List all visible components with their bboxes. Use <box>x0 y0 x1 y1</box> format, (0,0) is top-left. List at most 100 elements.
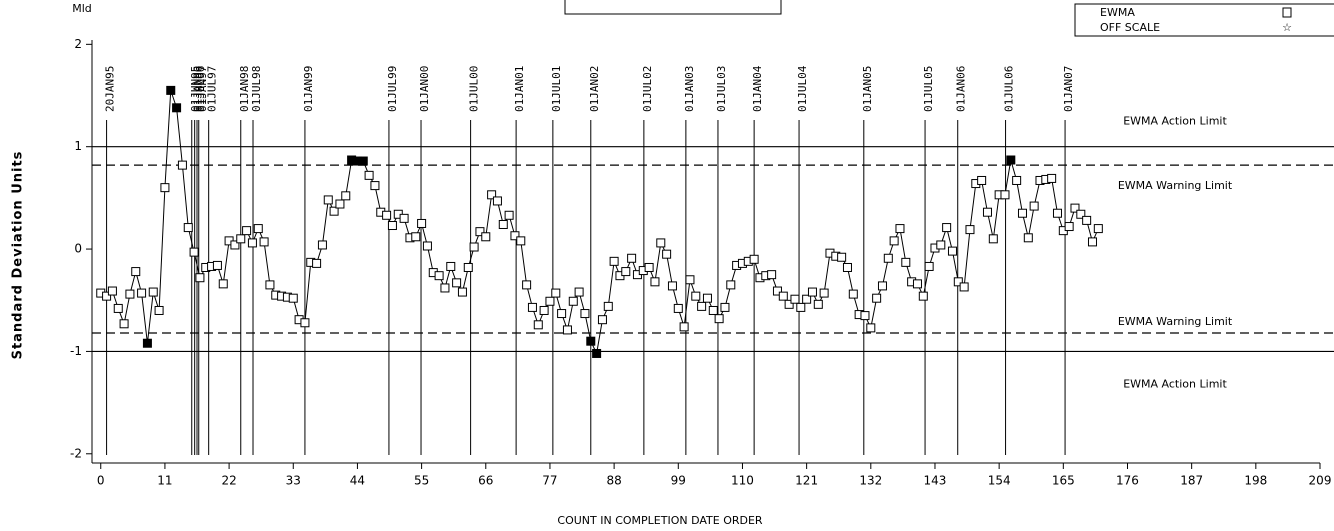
ewma-point <box>819 288 829 298</box>
x-tick-label: 77 <box>542 474 557 488</box>
legend-label: EWMA <box>1100 6 1135 19</box>
ewma-point <box>107 286 117 296</box>
ewma-point <box>1006 155 1016 165</box>
ewma-point <box>469 242 479 252</box>
ewma-point <box>667 281 677 291</box>
ewma-point <box>434 271 444 281</box>
ewma-point <box>195 273 205 283</box>
date-label: 01JUL98 <box>250 66 263 112</box>
ewma-point <box>172 103 182 113</box>
ewma-point <box>1076 209 1086 219</box>
ewma-point <box>312 258 322 268</box>
x-tick-label: 143 <box>924 474 947 488</box>
ewma-point <box>411 232 421 242</box>
ewma-point <box>492 196 502 206</box>
ewma-point <box>977 175 987 185</box>
ewma-point <box>516 236 526 246</box>
ewma-point <box>417 218 427 228</box>
ewma-point <box>317 240 327 250</box>
y-tick-label: -2 <box>70 446 82 460</box>
ewma-point <box>807 287 817 297</box>
ewma-point <box>253 224 263 234</box>
ewma-point <box>714 314 724 324</box>
ewma-point <box>644 262 654 272</box>
ewma-point <box>562 325 572 335</box>
ewma-point <box>259 237 269 247</box>
date-label: 01JUL05 <box>922 66 935 112</box>
ewma-point <box>1000 190 1010 200</box>
ewma-point <box>113 303 123 313</box>
ewma-point <box>959 282 969 292</box>
ewma-point <box>452 278 462 288</box>
ewma-point <box>137 288 147 298</box>
ewma-point <box>1012 175 1022 185</box>
ewma-point <box>551 288 561 298</box>
x-tick-label: 198 <box>1244 474 1267 488</box>
x-tick-label: 22 <box>221 474 236 488</box>
ewma-point <box>901 257 911 267</box>
ewma-point <box>778 291 788 301</box>
ewma-point <box>154 305 164 315</box>
ewma-point <box>422 241 432 251</box>
ewma-point <box>218 279 228 289</box>
legend-symbol: ☆ <box>1282 21 1292 34</box>
ewma-point <box>691 291 701 301</box>
ewma-point <box>720 302 730 312</box>
ewma-point <box>726 280 736 290</box>
ewma-point <box>1023 233 1033 243</box>
ewma-point <box>539 305 549 315</box>
ewma-point <box>947 246 957 256</box>
x-tick-label: 187 <box>1180 474 1203 488</box>
ewma-point <box>568 296 578 306</box>
ewma-point <box>265 280 275 290</box>
ewma-point <box>895 224 905 234</box>
ewma-point <box>545 296 555 306</box>
ewma-point <box>242 226 252 236</box>
ewma-point <box>463 262 473 272</box>
ewma-point <box>860 311 870 321</box>
x-tick-label: 0 <box>97 474 105 488</box>
date-label: 01JAN00 <box>418 66 431 112</box>
y-tick-label: -1 <box>70 344 82 358</box>
ewma-point <box>481 232 491 242</box>
ewma-point <box>837 252 847 262</box>
x-tick-label: 176 <box>1116 474 1139 488</box>
ewma-point <box>102 291 112 301</box>
ewma-point <box>597 315 607 325</box>
ewma-point <box>796 302 806 312</box>
date-label: 01JAN03 <box>683 66 696 112</box>
ewma-point <box>446 261 456 271</box>
ewma-point <box>574 287 584 297</box>
ewma-point <box>650 277 660 287</box>
ewma-point <box>697 301 707 311</box>
date-label: 01JAN06 <box>955 66 968 112</box>
ewma-point <box>498 219 508 229</box>
ewma-point <box>142 338 152 348</box>
legend: EWMA OFF SCALE ☆ <box>1074 3 1334 37</box>
y-tick-label: 0 <box>74 242 82 256</box>
x-tick-label: 44 <box>350 474 365 488</box>
date-label: 01JUL00 <box>468 66 481 112</box>
ewma-point <box>936 240 946 250</box>
ewma-point <box>487 190 497 200</box>
ewma-point <box>586 336 596 346</box>
ewma-point <box>510 231 520 241</box>
ewma-point <box>329 206 339 216</box>
date-label: 20JAN95 <box>104 66 117 112</box>
ewma-point <box>662 249 672 259</box>
ewma-point <box>673 303 683 313</box>
ewma-point <box>183 223 193 233</box>
ewma-point <box>872 293 882 303</box>
date-label: 01JAN99 <box>302 66 315 112</box>
ewma-point <box>457 287 467 297</box>
ewma-point <box>527 302 537 312</box>
ewma-point <box>965 225 975 235</box>
ewma-point <box>247 238 257 248</box>
date-label: 01JUL97 <box>206 66 219 112</box>
date-label: 01JAN97 <box>196 66 209 112</box>
x-tick-label: 121 <box>795 474 818 488</box>
limit-label: EWMA Action Limit <box>1123 377 1227 390</box>
x-tick-label: 11 <box>157 474 172 488</box>
ewma-point <box>166 85 176 95</box>
ewma-point <box>364 170 374 180</box>
